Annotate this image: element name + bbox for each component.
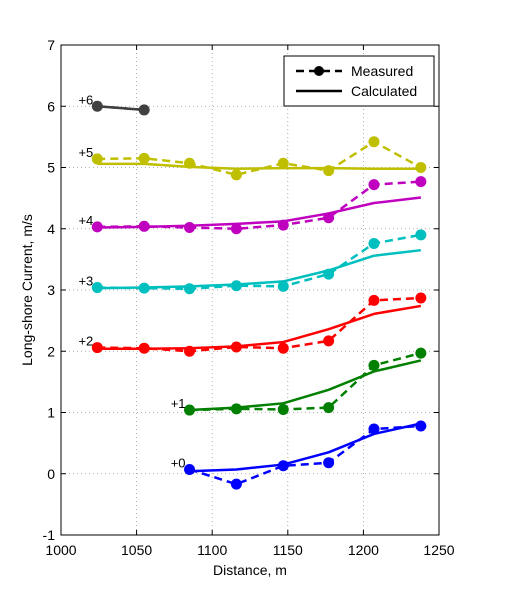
y-tick-label: 2 <box>47 343 55 359</box>
measured-point <box>277 342 289 354</box>
measured-point <box>230 223 242 235</box>
series-0: +0 <box>171 420 427 490</box>
measured-point <box>91 100 103 112</box>
measured-point <box>323 212 335 224</box>
measured-point <box>415 420 427 432</box>
measured-line <box>97 105 145 112</box>
measured-point <box>230 341 242 353</box>
y-tick-label: 6 <box>47 98 55 114</box>
x-tick-label: 1150 <box>273 542 303 558</box>
measured-point <box>415 229 427 241</box>
series-5: +5 <box>78 136 427 181</box>
series-label: +3 <box>78 274 93 289</box>
measured-line <box>97 140 422 177</box>
ticks: 1000 1050 1100 1150 1200 1250 -1 0 1 2 3 4 5 6 7 <box>43 37 455 558</box>
measured-point <box>323 268 335 280</box>
measured-point <box>230 169 242 181</box>
legend-calculated-label: Calculated <box>351 83 417 99</box>
y-tick-label: -1 <box>43 527 56 543</box>
series-label: +5 <box>78 145 93 160</box>
measured-line <box>97 296 421 353</box>
measured-point <box>277 280 289 292</box>
calculated-line <box>97 162 421 170</box>
series-2: +2 <box>78 292 427 357</box>
x-axis-title: Distance, m <box>213 562 287 578</box>
y-axis-title: Long-shore Current, m/s <box>19 214 35 366</box>
x-tick-label: 1000 <box>45 542 76 558</box>
x-tick-label: 1100 <box>197 542 227 558</box>
y-tick-label: 7 <box>47 37 55 53</box>
measured-point <box>415 176 427 188</box>
measured-line <box>189 351 422 412</box>
y-tick-label: 4 <box>47 221 55 237</box>
measured-point <box>91 221 103 233</box>
measured-point <box>138 104 150 116</box>
measured-point <box>277 403 289 415</box>
measured-point <box>184 345 196 357</box>
series-6: +6 <box>78 92 150 116</box>
y-tick-label: 5 <box>47 160 55 176</box>
measured-point <box>368 179 380 191</box>
measured-point <box>323 402 335 414</box>
legend-measured-label: Measured <box>351 63 413 79</box>
measured-point <box>184 283 196 295</box>
measured-point <box>184 404 196 416</box>
measured-line <box>97 233 422 291</box>
series-1: +1 <box>171 347 427 416</box>
measured-point <box>368 294 380 306</box>
series-label: +6 <box>78 92 93 107</box>
measured-point <box>368 136 380 148</box>
calculated-line <box>189 422 422 473</box>
x-tick-label: 1200 <box>348 542 379 558</box>
measured-line <box>97 180 421 230</box>
measured-line <box>189 424 421 486</box>
measured-point <box>230 403 242 415</box>
measured-point <box>323 457 335 469</box>
measured-point <box>415 292 427 304</box>
plot-area <box>61 45 439 535</box>
y-tick-label: 3 <box>47 282 55 298</box>
y-tick-label: 0 <box>47 466 55 482</box>
measured-point <box>138 342 150 354</box>
series-label: +0 <box>171 455 186 470</box>
measured-point <box>91 153 103 165</box>
y-tick-label: 1 <box>47 405 55 421</box>
measured-point <box>184 222 196 234</box>
measured-point <box>277 219 289 231</box>
series-label: +4 <box>78 213 93 228</box>
series-4: +4 <box>78 176 427 235</box>
measured-point <box>368 237 380 249</box>
measured-point <box>230 280 242 292</box>
measured-point <box>138 282 150 294</box>
legend-measured-marker <box>314 66 324 76</box>
measured-point <box>368 359 380 371</box>
measured-point <box>368 423 380 435</box>
measured-point <box>323 165 335 177</box>
measured-point <box>138 152 150 164</box>
measured-point <box>415 162 427 173</box>
measured-point <box>184 463 196 475</box>
measured-point <box>277 157 289 169</box>
measured-point <box>91 342 103 354</box>
measured-point <box>415 347 427 359</box>
x-tick-label: 1050 <box>121 542 152 558</box>
legend: Measured Calculated <box>283 55 435 107</box>
series-label: +1 <box>171 396 186 411</box>
measured-point <box>91 282 103 294</box>
measured-point <box>277 460 289 472</box>
measured-point <box>230 478 242 490</box>
series-3: +3 <box>78 229 427 295</box>
measured-point <box>323 335 335 347</box>
series-layer: +0 +1 +2 +3 +4 +5 +6 <box>78 92 427 490</box>
measured-point <box>138 220 150 232</box>
measured-point <box>184 157 196 169</box>
series-label: +2 <box>78 334 93 349</box>
legend-box <box>283 55 435 107</box>
x-tick-label: 1250 <box>423 542 454 558</box>
